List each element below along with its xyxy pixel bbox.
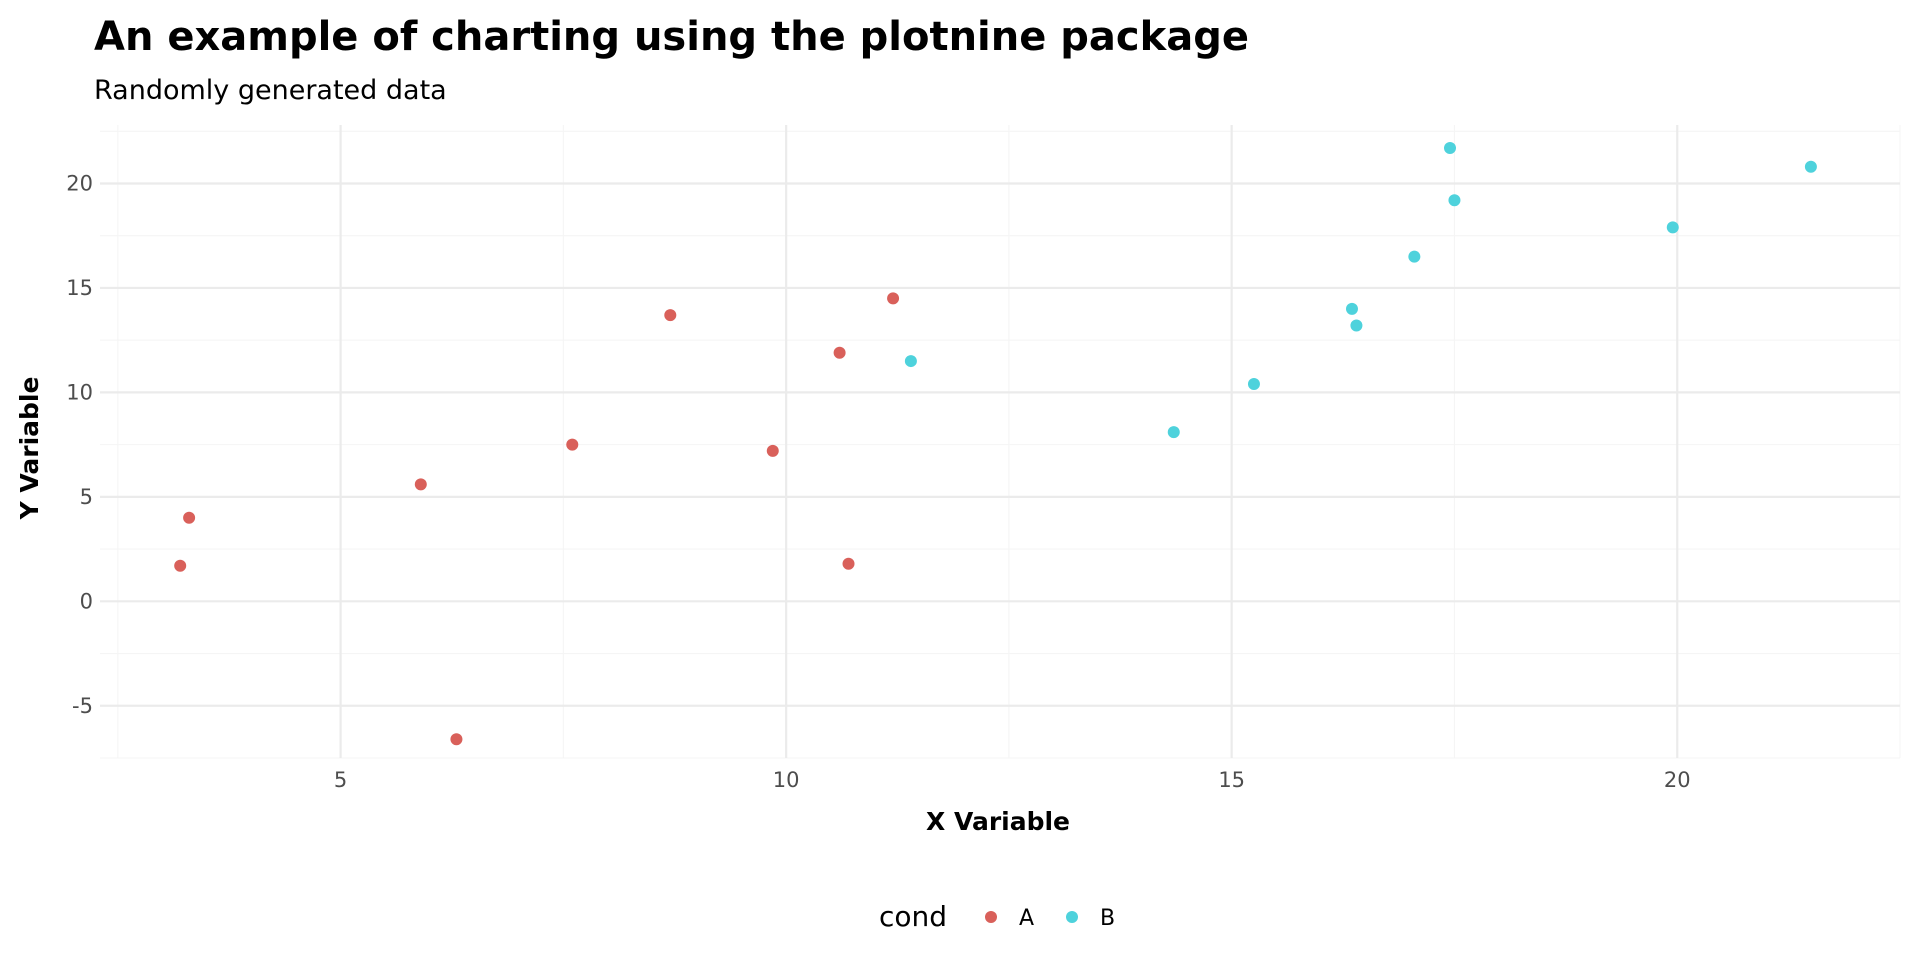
point-A [842,557,855,570]
x-tick-label: 10 [773,768,800,792]
point-A [450,733,463,746]
minor-gridlines [100,125,1901,759]
point-B [1666,221,1679,234]
point-B [1444,141,1456,154]
chart-title: An example of charting using the plotnin… [94,14,1249,60]
legend-key-A [985,911,997,923]
legend-key-B [1066,911,1078,923]
y-tick-label: 10 [66,380,93,404]
x-tick-label: 20 [1664,768,1691,792]
y-tick-label: 20 [66,171,93,195]
y-tick-label: 5 [80,485,93,509]
x-tick-label: 5 [334,768,347,792]
point-A [664,309,677,322]
point-B [1448,194,1461,207]
point-B [1350,319,1363,332]
point-A [766,444,779,457]
y-tick-label: -5 [72,694,93,718]
x-axis-ticks: 5 10 15 20 [334,768,1691,792]
chart-subtitle: Randomly generated data [94,75,447,106]
x-tick-label: 15 [1218,768,1245,792]
y-axis-ticks: -5 0 5 10 15 20 [66,171,93,717]
point-A [174,559,187,572]
major-gridlines [100,125,1900,758]
point-B [904,355,917,368]
y-tick-label: 15 [66,276,93,300]
legend-label-B: B [1100,906,1115,931]
point-A [566,438,579,451]
point-B [1247,378,1260,391]
point-A [887,292,900,305]
y-axis-title: Y Variable [15,377,44,521]
point-B [1804,160,1817,173]
point-B [1345,302,1358,315]
y-tick-label: 0 [80,589,93,613]
legend-label-A: A [1019,906,1034,931]
point-B [1408,250,1421,263]
x-axis-title: X Variable [926,807,1070,836]
point-A [414,478,427,491]
data-points [174,141,1817,746]
point-A [183,511,196,524]
point-B [1167,426,1180,439]
legend-title: cond [879,900,947,933]
point-A [833,346,846,359]
